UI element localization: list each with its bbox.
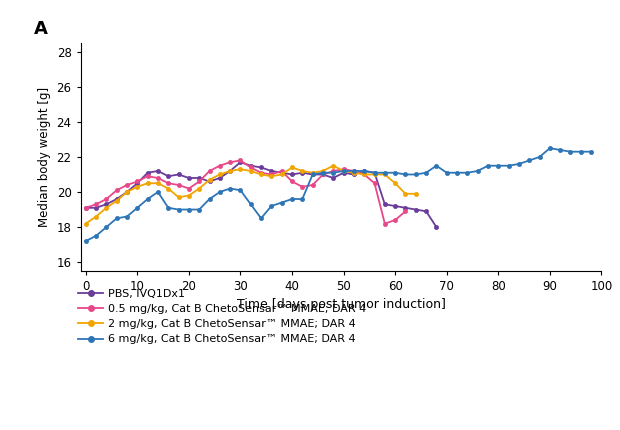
Y-axis label: Median body weight [g]: Median body weight [g]: [38, 87, 51, 227]
X-axis label: Time [days post tumor induction]: Time [days post tumor induction]: [237, 298, 445, 311]
Text: A: A: [33, 20, 48, 38]
Legend: PBS, IVQ1Dx1, 0.5 mg/kg, Cat B ChetoSensar™ MMAE; DAR 4, 2 mg/kg, Cat B ChetoSen: PBS, IVQ1Dx1, 0.5 mg/kg, Cat B ChetoSens…: [79, 289, 366, 344]
